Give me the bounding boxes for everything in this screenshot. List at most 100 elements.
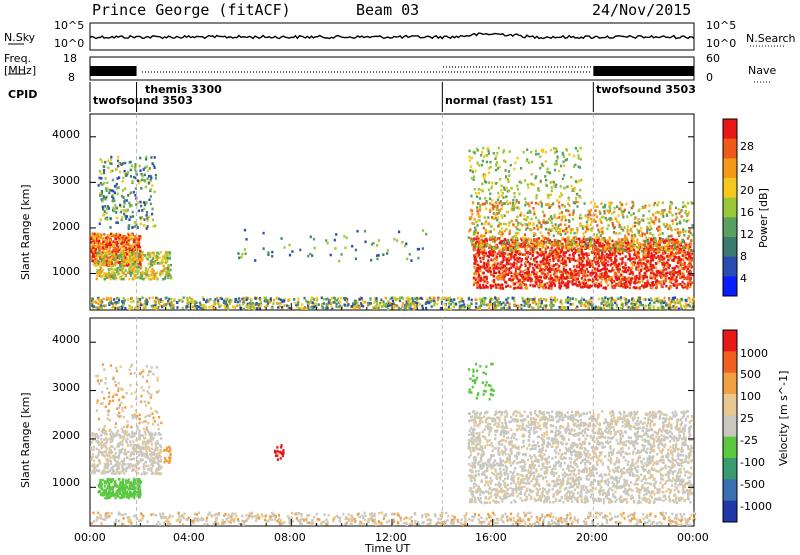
freq-bars	[90, 66, 694, 76]
pw-ground-cell	[190, 298, 192, 301]
pw-ground-cell	[293, 298, 295, 301]
pw-late-cell	[650, 238, 652, 241]
pw-late-cell	[665, 280, 667, 283]
pw-late-cell	[534, 264, 536, 267]
pw-late-cell	[670, 253, 672, 256]
pw-early-cell	[116, 248, 118, 251]
pw-late2-cell	[690, 240, 692, 243]
pw-late-cell	[580, 261, 582, 264]
pw-early2-cell	[166, 254, 168, 257]
pw-early3-cell	[146, 201, 148, 204]
pw-late-cell	[496, 267, 498, 270]
pw-late2-cell	[691, 224, 693, 227]
pw-late-cell	[565, 270, 567, 273]
pw-ground-cell	[550, 306, 552, 309]
pw-late-cell	[689, 260, 691, 263]
pw-late-cell	[515, 251, 517, 254]
pw-early3-cell	[147, 177, 149, 180]
pw-late-cell	[578, 281, 580, 284]
pw-late2-cell	[508, 224, 510, 227]
pw-late-cell	[505, 268, 507, 271]
pw-late-cell	[547, 269, 549, 272]
pw-late2-cell	[590, 218, 592, 221]
pw-late2-cell	[658, 218, 660, 221]
pw-early3-cell	[116, 217, 118, 220]
pw-late-cell	[639, 277, 641, 280]
pw-late-cell	[557, 267, 559, 270]
pw-late2-cell	[557, 232, 559, 235]
pw-late-cell	[507, 253, 509, 256]
pw-early2-cell	[151, 277, 153, 280]
pw-late2-cell	[542, 221, 544, 224]
pw-ground-cell	[139, 298, 141, 301]
pw-ground-cell	[170, 307, 172, 310]
pw-ground-cell	[330, 305, 332, 308]
pw-ground-cell	[213, 307, 215, 310]
pw-late-cell	[580, 286, 582, 289]
pw-ground-cell	[433, 299, 435, 302]
pw-ground-cell	[494, 304, 496, 307]
pw-ground-cell	[216, 297, 218, 300]
pw-late2-cell	[537, 203, 539, 206]
pw-early2-cell	[124, 263, 126, 266]
pw-early3-cell	[151, 208, 153, 211]
pw-ground-cell	[673, 307, 675, 310]
pw-early3-cell	[103, 182, 105, 185]
pw-late-cell	[640, 269, 642, 272]
pw-early2-cell	[116, 255, 118, 258]
pw-late-cell	[497, 283, 499, 286]
pw-late-cell	[646, 270, 648, 273]
pw-early3-cell	[111, 189, 113, 192]
pw-late-cell	[560, 277, 562, 280]
pw-ground-cell	[420, 297, 422, 300]
pw-late-cell	[542, 260, 544, 263]
pw-late-cell	[687, 277, 689, 280]
pw-ground-cell	[257, 303, 259, 306]
pw-late2-cell	[575, 236, 577, 239]
pw-ground-cell	[359, 298, 361, 301]
pw-ground-cell	[321, 306, 323, 309]
pw-late-cell	[639, 258, 641, 261]
pw-late2-cell	[642, 250, 644, 253]
pw-late-cell	[646, 285, 648, 288]
pw-late2-cell	[687, 202, 689, 205]
pw-ground-cell	[607, 298, 609, 301]
pw-early-cell	[130, 245, 132, 248]
pw-ground-cell	[610, 302, 612, 305]
pw-early3-cell	[113, 200, 115, 203]
pw-ground-cell	[158, 302, 160, 305]
pw-late2-cell	[484, 203, 486, 206]
pw-ground-cell	[170, 298, 172, 301]
pw-ground-cell	[255, 303, 257, 306]
pw-early3-cell	[143, 201, 145, 204]
pw-early3-cell	[130, 161, 132, 164]
pw-early3-cell	[126, 173, 128, 176]
pw-ground-cell	[225, 307, 227, 310]
pw-ground-cell	[604, 304, 606, 307]
pw-late-cell	[555, 255, 557, 258]
pw-late-cell	[506, 258, 508, 261]
pw-ground-cell	[297, 301, 299, 304]
pw-late-cell	[486, 242, 488, 245]
pw-ground-cell	[425, 307, 427, 310]
pw-late-cell	[602, 242, 604, 245]
pw-late-cell	[571, 273, 573, 276]
pw-early2-cell	[149, 274, 151, 277]
pw-late-cell	[484, 267, 486, 270]
pw-late-cell	[622, 245, 624, 248]
pw-early2-cell	[159, 273, 161, 276]
pw-late-cell	[605, 259, 607, 262]
pw-late-cell	[485, 252, 487, 255]
pw-ground-cell	[329, 299, 331, 302]
pw-ground-cell	[194, 303, 196, 306]
pw-late2-cell	[602, 216, 604, 219]
pw-late2-cell	[645, 237, 647, 240]
pw-late2-cell	[559, 228, 561, 231]
pw-late-cell	[486, 263, 488, 266]
pw-late2-cell	[633, 212, 635, 215]
pw-late-cell	[525, 275, 527, 278]
pw-ground-cell	[490, 298, 492, 301]
pw-early2-cell	[117, 273, 119, 276]
pw-early2-cell	[161, 259, 163, 262]
pw-ground-cell	[367, 302, 369, 305]
